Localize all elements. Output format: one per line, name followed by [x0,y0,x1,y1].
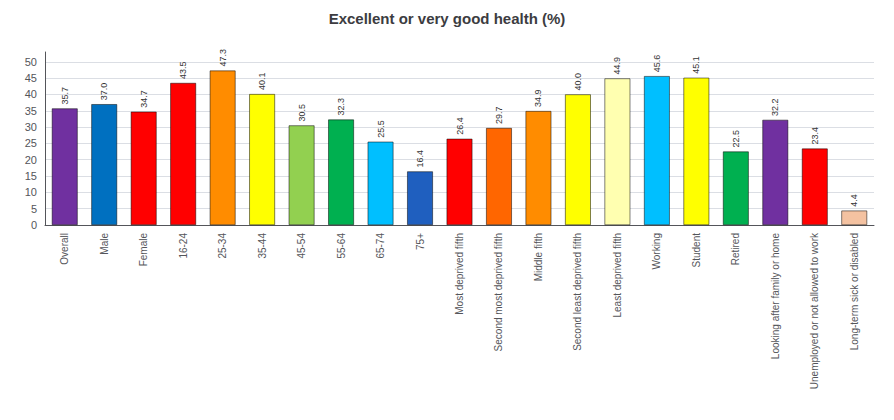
svg-text:Second most deprived fifth: Second most deprived fifth [493,233,504,351]
svg-text:44.9: 44.9 [612,57,622,75]
svg-text:34.9: 34.9 [533,90,543,108]
svg-text:15: 15 [25,170,37,182]
svg-text:Working: Working [651,233,662,270]
svg-text:45: 45 [25,72,37,84]
svg-text:35: 35 [25,105,37,117]
svg-text:Retired: Retired [730,233,741,265]
svg-text:Student: Student [691,233,702,268]
svg-text:65-74: 65-74 [375,233,386,259]
svg-text:32.3: 32.3 [336,98,346,116]
svg-text:43.5: 43.5 [178,61,188,79]
svg-text:30: 30 [25,121,37,133]
svg-text:32.2: 32.2 [770,98,780,116]
svg-text:22.5: 22.5 [731,130,741,148]
svg-text:Female: Female [138,233,149,267]
svg-text:5: 5 [31,203,37,215]
svg-text:35.7: 35.7 [60,87,70,105]
svg-text:Looking after family or home: Looking after family or home [770,233,781,360]
svg-text:20: 20 [25,154,37,166]
svg-text:45.6: 45.6 [652,55,662,73]
svg-text:Overall: Overall [59,233,70,265]
svg-text:75+: 75+ [415,233,426,250]
svg-text:50: 50 [25,56,37,68]
svg-text:37.0: 37.0 [99,83,109,101]
svg-text:0: 0 [31,219,37,231]
svg-text:25.5: 25.5 [376,120,386,138]
svg-text:29.7: 29.7 [494,107,504,125]
svg-text:25: 25 [25,137,37,149]
svg-text:Most deprived fifth: Most deprived fifth [454,233,465,315]
svg-text:23.4: 23.4 [810,127,820,145]
svg-text:40.1: 40.1 [257,73,267,91]
svg-text:45-54: 45-54 [296,233,307,259]
svg-text:26.4: 26.4 [455,117,465,135]
svg-text:47.3: 47.3 [218,49,228,67]
svg-text:35-44: 35-44 [257,233,268,259]
svg-text:25-34: 25-34 [217,233,228,259]
svg-text:40: 40 [25,88,37,100]
svg-text:Excellent or very good health: Excellent or very good health (%) [329,10,566,27]
svg-text:Least deprived fifth: Least deprived fifth [612,233,623,318]
svg-text:40.0: 40.0 [573,73,583,91]
svg-text:Middle fifth: Middle fifth [533,233,544,281]
svg-text:45.1: 45.1 [691,56,701,74]
svg-text:Second least deprived fifth: Second least deprived fifth [572,233,583,351]
svg-text:16-24: 16-24 [178,233,189,259]
svg-text:4.4: 4.4 [849,194,859,207]
svg-text:Male: Male [99,233,110,255]
svg-text:30.5: 30.5 [297,104,307,122]
svg-text:55-64: 55-64 [336,233,347,259]
svg-text:Unemployed or not allowed to w: Unemployed or not allowed to work [809,232,820,389]
svg-text:34.7: 34.7 [139,90,149,108]
svg-text:Long-term sick or disabled: Long-term sick or disabled [849,233,860,350]
svg-text:10: 10 [25,186,37,198]
svg-text:16.4: 16.4 [415,150,425,168]
